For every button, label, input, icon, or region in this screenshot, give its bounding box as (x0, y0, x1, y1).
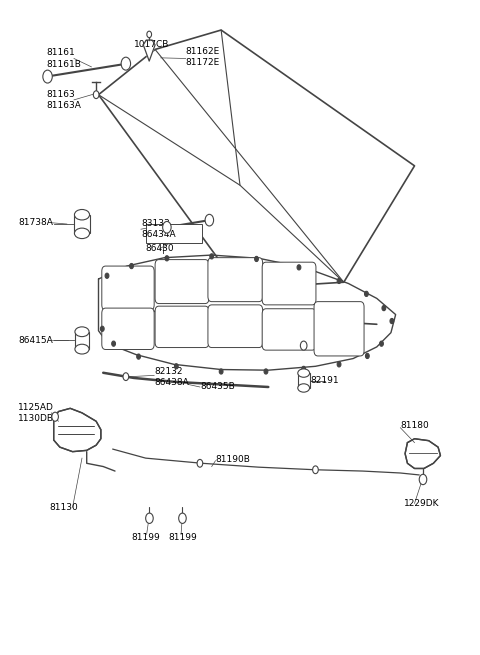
Circle shape (163, 221, 171, 233)
Circle shape (210, 253, 214, 259)
Circle shape (337, 278, 341, 284)
Circle shape (205, 214, 214, 226)
Circle shape (130, 263, 133, 269)
Text: 81738A: 81738A (18, 218, 53, 227)
Circle shape (219, 369, 223, 374)
Ellipse shape (74, 228, 90, 238)
FancyBboxPatch shape (262, 262, 316, 305)
Circle shape (297, 265, 301, 270)
Circle shape (100, 326, 104, 331)
Circle shape (382, 305, 386, 310)
FancyBboxPatch shape (208, 305, 263, 348)
FancyBboxPatch shape (155, 306, 209, 348)
Text: 81163
81163A: 81163 81163A (47, 90, 82, 110)
Circle shape (419, 474, 427, 485)
FancyBboxPatch shape (155, 259, 209, 303)
Circle shape (147, 31, 152, 37)
FancyBboxPatch shape (102, 308, 154, 350)
Text: 82132
86438A: 82132 86438A (154, 367, 189, 386)
Text: 81162E
81172E: 81162E 81172E (186, 47, 220, 67)
Text: 81190B: 81190B (216, 455, 251, 464)
Bar (74, 215, 90, 233)
Circle shape (364, 291, 368, 297)
Circle shape (105, 273, 109, 278)
FancyBboxPatch shape (102, 266, 154, 310)
Text: 81125: 81125 (239, 278, 268, 287)
Polygon shape (144, 40, 155, 61)
Circle shape (390, 318, 394, 324)
Text: 81161
81161B: 81161 81161B (47, 48, 82, 69)
Circle shape (43, 70, 52, 83)
Text: 82191: 82191 (311, 376, 339, 385)
Text: 86430: 86430 (145, 244, 174, 253)
FancyBboxPatch shape (314, 302, 364, 356)
Text: 81180: 81180 (400, 421, 429, 430)
Text: 1125AD
1130DB: 1125AD 1130DB (18, 403, 54, 423)
Circle shape (137, 354, 141, 359)
FancyBboxPatch shape (262, 309, 316, 350)
Bar (298, 373, 310, 388)
Ellipse shape (75, 345, 89, 354)
Circle shape (312, 466, 318, 474)
Circle shape (174, 364, 178, 369)
Text: 81126: 81126 (311, 341, 339, 350)
Bar (145, 224, 202, 244)
Circle shape (121, 57, 131, 70)
Text: 83133
86434A: 83133 86434A (141, 219, 176, 239)
Polygon shape (405, 439, 441, 468)
Circle shape (179, 513, 186, 523)
Text: 81199: 81199 (168, 533, 197, 542)
Circle shape (123, 373, 129, 381)
Text: 1017CB: 1017CB (134, 40, 169, 48)
Circle shape (52, 412, 59, 421)
Circle shape (380, 341, 384, 346)
Polygon shape (54, 408, 101, 452)
Ellipse shape (75, 327, 89, 337)
Text: 86435B: 86435B (200, 383, 235, 392)
Text: 1229DK: 1229DK (404, 499, 440, 508)
Circle shape (365, 353, 369, 358)
Circle shape (264, 369, 268, 374)
Bar (75, 331, 89, 349)
Circle shape (93, 91, 99, 99)
Circle shape (145, 513, 153, 523)
Circle shape (300, 341, 307, 350)
Circle shape (302, 366, 306, 371)
Circle shape (254, 256, 258, 261)
Text: 81130: 81130 (49, 503, 78, 512)
Ellipse shape (298, 384, 310, 392)
Text: 81199: 81199 (132, 533, 160, 542)
Ellipse shape (74, 210, 90, 220)
Text: 86415A: 86415A (18, 336, 53, 345)
Circle shape (165, 255, 169, 261)
Circle shape (197, 459, 203, 467)
FancyBboxPatch shape (208, 257, 263, 302)
Circle shape (337, 362, 341, 367)
Ellipse shape (298, 369, 310, 377)
Circle shape (112, 341, 116, 346)
